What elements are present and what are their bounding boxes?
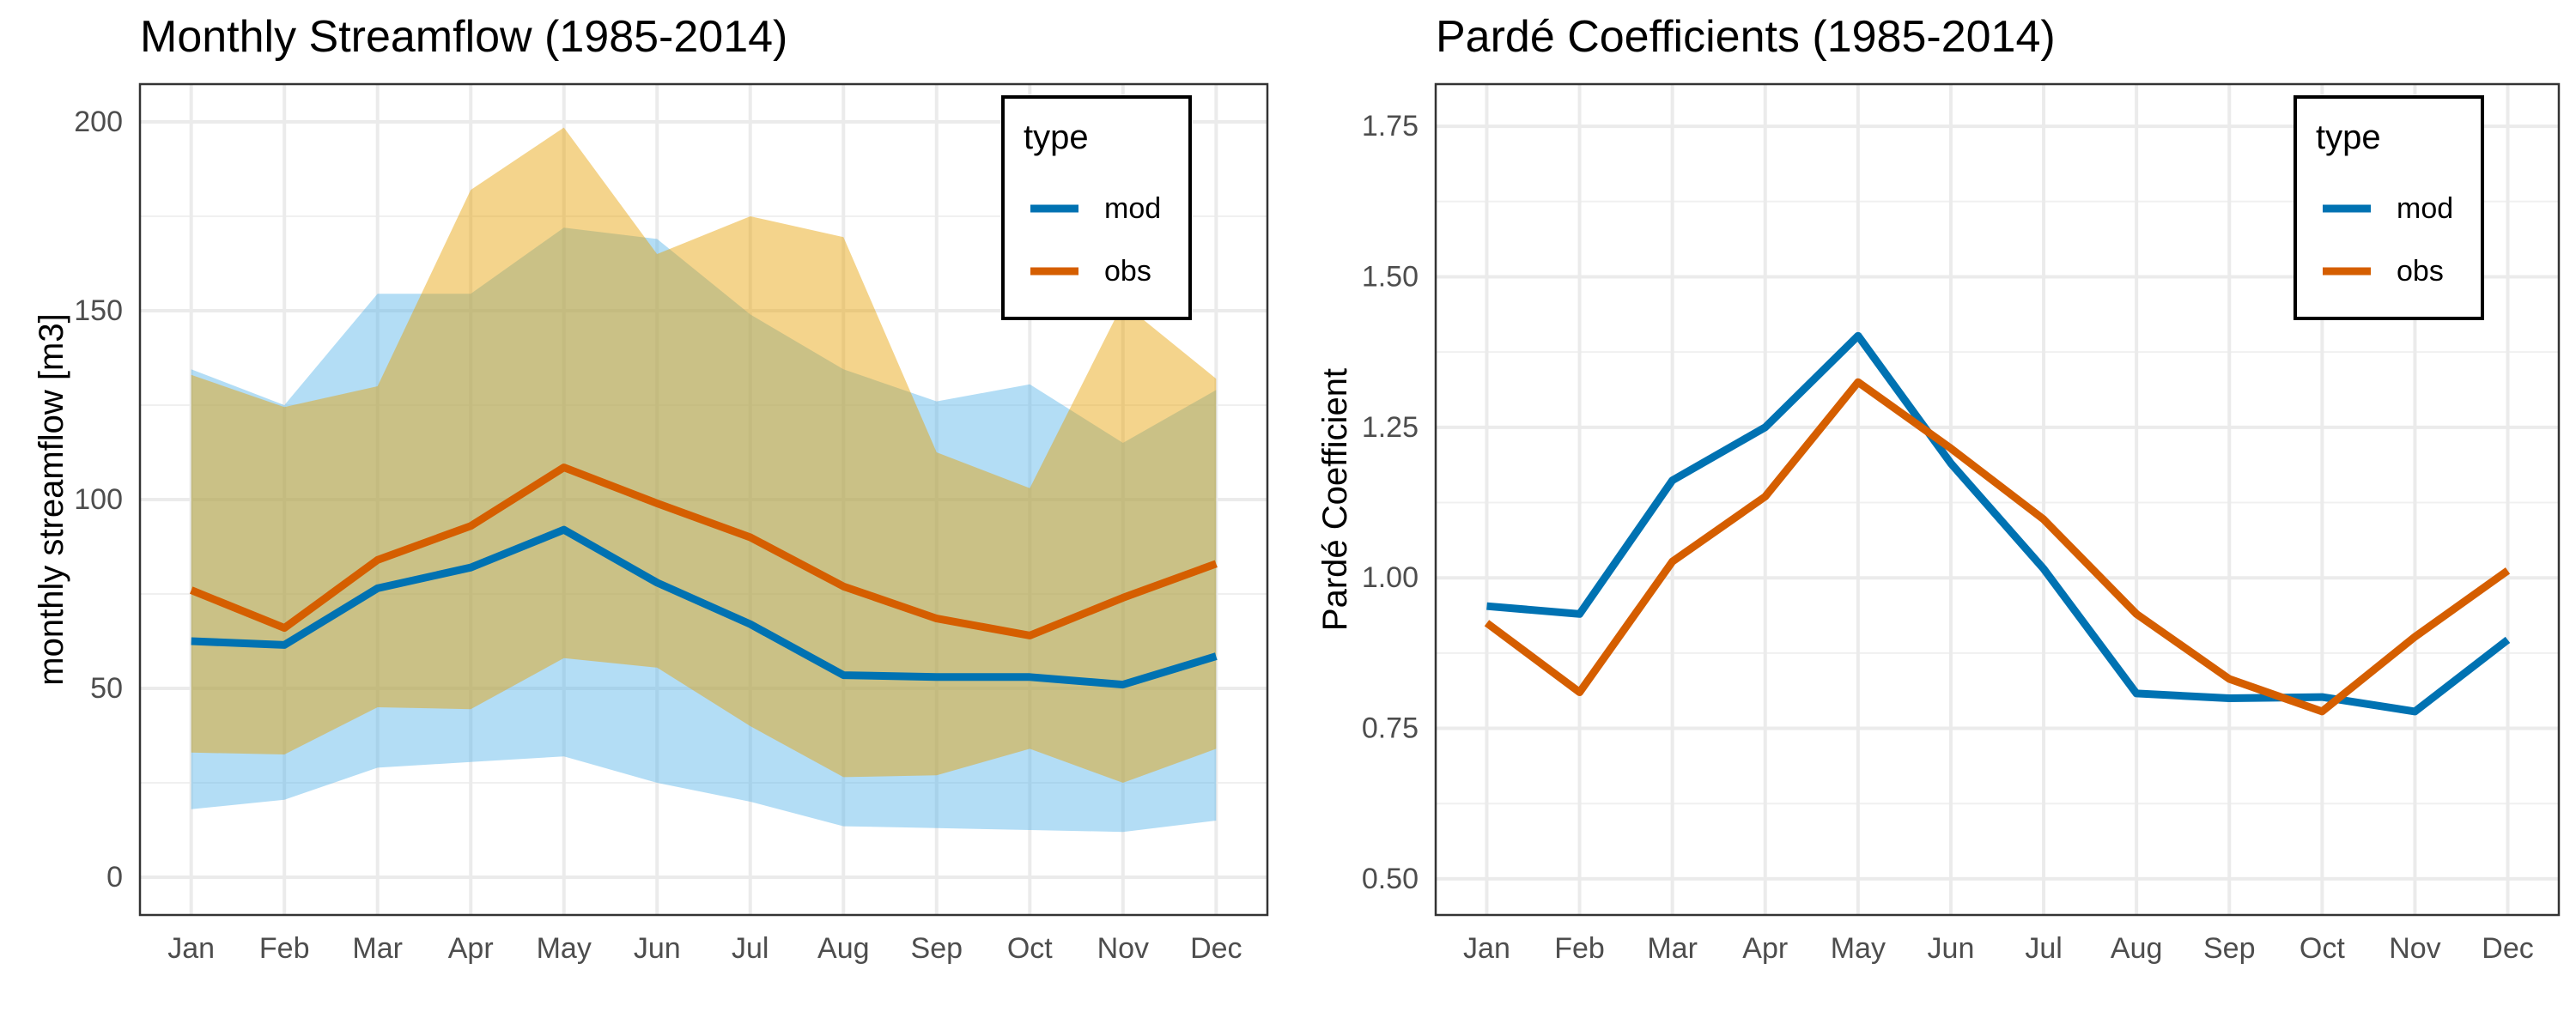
y-tick-label: 150 xyxy=(74,294,123,327)
x-tick-label: Dec xyxy=(2482,932,2533,965)
series-line-mod xyxy=(191,525,1218,689)
legend-title: type xyxy=(1024,118,1089,156)
x-tick-label: Feb xyxy=(259,932,310,965)
x-tick-label: Aug xyxy=(817,932,870,965)
legend-title: type xyxy=(2316,118,2381,156)
x-tick-label: Jan xyxy=(1463,932,1510,965)
legend-label-mod: mod xyxy=(2397,192,2453,225)
x-tick-label: Apr xyxy=(1742,932,1788,965)
y-tick-label: 1.00 xyxy=(1362,561,1419,594)
data-layer xyxy=(190,127,1218,833)
x-tick-label: Mar xyxy=(1647,932,1698,965)
legend: type mod obs xyxy=(1001,95,1192,320)
y-tick-label: 1.25 xyxy=(1362,411,1419,444)
x-tick-label: Sep xyxy=(2203,932,2256,965)
x-tick-label: Oct xyxy=(1007,932,1053,965)
y-tick-label: 50 xyxy=(90,672,123,705)
x-tick-label: Jul xyxy=(2025,932,2062,965)
x-tick-label: Mar xyxy=(352,932,403,965)
x-tick-label: May xyxy=(537,932,592,965)
x-tick-label: Jul xyxy=(732,932,769,965)
y-tick-label: 1.75 xyxy=(1362,110,1419,142)
data-layer xyxy=(1484,331,2511,716)
legend-label-mod: mod xyxy=(1104,192,1161,225)
series-line-mod xyxy=(1486,331,2511,716)
x-tick-label: Sep xyxy=(911,932,963,965)
parde-panel: Pardé Coefficients (1985-2014) Pardé Coe… xyxy=(1316,12,2561,965)
series-line-obs xyxy=(190,464,1218,639)
series-line-obs xyxy=(1484,378,2511,716)
x-tick-label: Apr xyxy=(448,932,494,965)
x-tick-label: Jun xyxy=(1928,932,1975,965)
x-tick-label: Nov xyxy=(1097,932,1149,965)
y-tick-label: 0.50 xyxy=(1362,863,1419,895)
x-tick-label: Jan xyxy=(167,932,215,965)
y-tick-label: 1.50 xyxy=(1362,260,1419,293)
panel-border xyxy=(138,82,1269,917)
chart-title: Pardé Coefficients (1985-2014) xyxy=(1436,12,2056,62)
x-tick-label: Nov xyxy=(2389,932,2440,965)
legend-label-obs: obs xyxy=(2397,255,2444,288)
y-tick-label: 100 xyxy=(74,483,123,516)
y-tick-label: 200 xyxy=(74,106,123,138)
legend-label-obs: obs xyxy=(1104,255,1151,288)
x-tick-label: May xyxy=(1831,932,1886,965)
chart-title: Monthly Streamflow (1985-2014) xyxy=(140,12,787,62)
x-tick-label: Dec xyxy=(1190,932,1242,965)
x-tick-label: Aug xyxy=(2111,932,2163,965)
y-tick-label: 0 xyxy=(106,861,123,894)
y-axis-label: monthly streamflow [m3] xyxy=(33,313,70,685)
x-tick-label: Feb xyxy=(1554,932,1605,965)
x-tick-label: Oct xyxy=(2300,932,2345,965)
streamflow-panel: Monthly Streamflow (1985-2014) monthly s… xyxy=(33,12,1269,965)
x-tick-label: Jun xyxy=(634,932,681,965)
y-axis-label: Pardé Coefficient xyxy=(1316,368,1354,631)
y-tick-label: 0.75 xyxy=(1362,712,1419,745)
panel-border xyxy=(1434,82,2561,917)
legend: type mod obs xyxy=(2293,95,2484,320)
